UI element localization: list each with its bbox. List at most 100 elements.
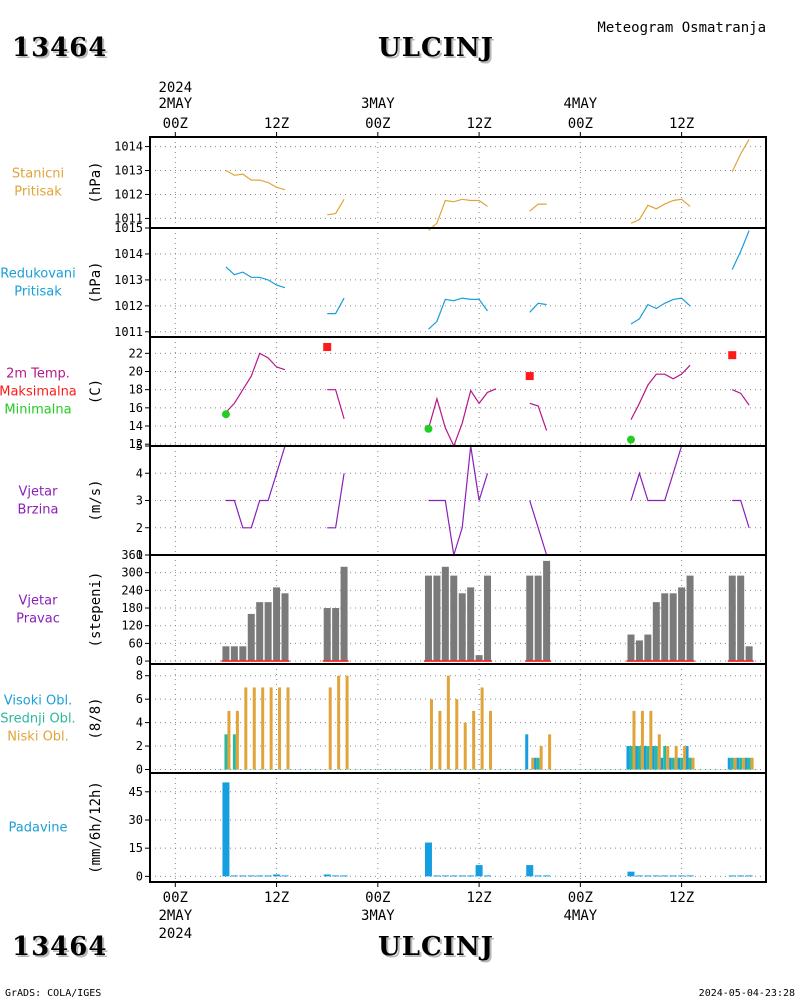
y-tick-label: 0 xyxy=(136,654,143,668)
cloud-bar xyxy=(663,746,667,770)
wind-dir-bar xyxy=(635,640,643,662)
y-tick-label: 2 xyxy=(136,521,143,535)
cloud-bar xyxy=(736,757,740,770)
cloud-bar xyxy=(345,675,349,770)
cloud-bar xyxy=(744,757,748,770)
x-hour-label-top: 00Z xyxy=(163,116,188,132)
cloud-bar xyxy=(269,687,273,770)
panel-title-line: Padavine xyxy=(9,821,68,836)
series-line-segment xyxy=(225,266,286,289)
series-line-segment xyxy=(732,499,750,528)
wind-dir-bar xyxy=(686,575,694,662)
series-line-segment xyxy=(428,445,489,556)
wind-dir-bar xyxy=(273,587,281,662)
precip-bar xyxy=(458,875,466,877)
series-line-segment xyxy=(731,139,750,172)
series-line-segment xyxy=(630,445,691,502)
precip-bar xyxy=(737,875,745,877)
cloud-bar xyxy=(446,675,450,770)
panel-title-line: Redukovani xyxy=(0,267,75,282)
panel-title-line: Visoki Obl. xyxy=(4,694,72,709)
panel-frame xyxy=(149,136,767,229)
precip-bar xyxy=(678,875,686,877)
series-line-segment xyxy=(225,445,286,529)
x-hour-label-top: 12Z xyxy=(466,116,491,132)
wind-dir-bar xyxy=(737,575,745,662)
y-tick-label: 20 xyxy=(129,365,143,379)
panel-title-line: Niski Obl. xyxy=(7,730,69,745)
panel-title-line: Vjetar xyxy=(19,485,59,500)
series-line-segment xyxy=(731,389,750,406)
y-tick-label: 1014 xyxy=(114,247,143,261)
precip-bar xyxy=(627,871,635,877)
cloud-bar xyxy=(244,687,248,770)
precip-bar xyxy=(475,865,483,877)
x-hour-label-top: 00Z xyxy=(365,116,390,132)
x-hour-label-top: 12Z xyxy=(669,116,694,132)
y-tick-label: 4 xyxy=(136,466,143,480)
footer-software: GrADS: COLA/IGES xyxy=(5,988,101,999)
wind-dir-bar xyxy=(745,646,753,662)
x-year-label-top: 2024 xyxy=(158,80,192,96)
precip-bar xyxy=(433,875,441,877)
precip-bar xyxy=(661,875,669,877)
panel-title-line: Minimalna xyxy=(4,403,71,418)
precip-bar xyxy=(332,875,340,877)
series-line-segment xyxy=(630,198,691,224)
precip-bar xyxy=(669,875,677,877)
precip-bar xyxy=(450,875,458,877)
cloud-bar xyxy=(733,757,737,770)
station-name-bottom: ULCINJ xyxy=(378,932,494,962)
cloud-bar xyxy=(472,710,476,770)
series-line-segment xyxy=(327,473,345,529)
series-line-segment xyxy=(428,198,488,231)
max-temp-marker xyxy=(525,372,534,381)
series-line-segment xyxy=(428,297,488,330)
cloud-bar xyxy=(429,699,433,770)
panel-title-line: Vjetar xyxy=(19,594,59,609)
cloud-bar xyxy=(634,746,638,770)
cloud-bar xyxy=(438,710,442,770)
precip-bar xyxy=(340,875,348,877)
y-tick-label: 0 xyxy=(136,762,143,776)
x-date-label-bottom: 3MAY xyxy=(361,908,395,924)
y-tick-label: 15 xyxy=(129,841,143,855)
y-tick-label: 8 xyxy=(136,669,143,683)
y-tick-label: 360 xyxy=(121,548,143,562)
wind-dir-bar xyxy=(433,575,441,662)
min-temp-marker xyxy=(626,435,635,444)
cloud-bar xyxy=(657,734,661,770)
y-tick-label: 1014 xyxy=(114,140,143,154)
cloud-bar xyxy=(278,687,282,770)
x-date-label-bottom: 4MAY xyxy=(563,908,597,924)
cloud-bar xyxy=(548,734,552,770)
y-tick-label: 2 xyxy=(136,739,143,753)
series-line-segment xyxy=(225,352,286,413)
y-tick-label: 1 xyxy=(136,548,143,562)
precip-bar xyxy=(745,875,753,877)
precip-bar xyxy=(424,842,432,877)
cloud-bar xyxy=(649,710,653,770)
y-tick-label: 4 xyxy=(136,716,143,730)
cloud-bar xyxy=(455,699,459,770)
wind-dir-bar xyxy=(450,575,458,662)
panel-title-line: 2m Temp. xyxy=(6,367,70,382)
cloud-bar xyxy=(660,757,664,770)
cloud-bar xyxy=(730,757,734,770)
wind-dir-bar xyxy=(526,575,534,662)
x-date-label-top: 3MAY xyxy=(361,96,395,112)
cloud-bar xyxy=(489,710,493,770)
panel-frame xyxy=(149,336,767,447)
series-line-segment xyxy=(529,302,547,313)
cloud-bar xyxy=(680,757,684,770)
precip-bar xyxy=(686,875,694,877)
wind-dir-bar xyxy=(441,566,449,662)
precip-bar xyxy=(222,782,230,877)
wind-dir-bar xyxy=(424,575,432,662)
series-line-segment xyxy=(327,297,345,315)
precip-bar xyxy=(534,875,542,877)
min-temp-marker xyxy=(221,410,230,419)
cloud-bar xyxy=(531,757,535,770)
y-tick-label: 1012 xyxy=(114,299,143,313)
